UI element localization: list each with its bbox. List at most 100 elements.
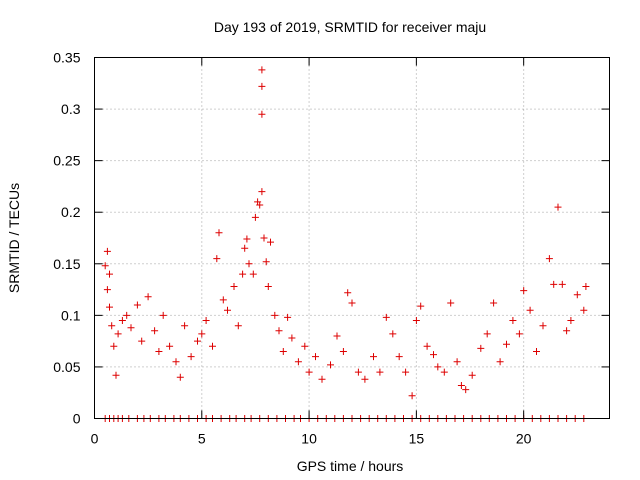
data-point [558, 280, 566, 288]
data-point [339, 348, 347, 355]
data-point [515, 330, 523, 338]
data-point [106, 270, 113, 278]
data-point [417, 302, 425, 310]
data-point [181, 322, 189, 330]
data-point [408, 392, 416, 400]
x-axis-label: GPS time / hours [297, 458, 404, 474]
data-point [202, 317, 210, 324]
data-point [533, 348, 540, 355]
data-point [550, 280, 558, 288]
data-point [354, 368, 362, 376]
x-tick-label: 15 [409, 431, 425, 447]
data-point [382, 313, 390, 321]
data-point [496, 358, 504, 366]
data-point [554, 203, 562, 211]
data-point [155, 348, 163, 355]
data-point [483, 330, 491, 338]
data-point [258, 188, 266, 196]
data-point [453, 358, 461, 366]
data-point [434, 363, 442, 371]
y-tick-label: 0.25 [53, 153, 80, 169]
data-point [567, 317, 575, 324]
data-point [262, 258, 270, 266]
data-point [539, 322, 547, 330]
data-point [224, 306, 231, 314]
data-point [271, 311, 279, 319]
data-point [258, 82, 266, 90]
data-point [440, 368, 448, 376]
data-point [563, 327, 571, 335]
grid [94, 57, 610, 419]
data-point [389, 330, 397, 338]
y-tick-label: 0.05 [53, 359, 80, 375]
data-point [503, 340, 510, 348]
y-axis-label: SRMTID / TECUs [6, 183, 22, 293]
data-point [395, 353, 403, 361]
data-point [423, 342, 431, 350]
data-point [457, 382, 465, 389]
data-point [256, 201, 264, 209]
data-point [370, 353, 377, 361]
data-point [172, 358, 180, 366]
data-point [462, 386, 470, 394]
data-point [118, 317, 126, 324]
data-point [260, 234, 268, 242]
data-point [344, 289, 352, 297]
data-point [166, 342, 174, 350]
data-point [348, 299, 356, 307]
data-point [230, 283, 238, 290]
data-point [430, 351, 437, 359]
data-points [101, 66, 590, 422]
x-tick-label: 0 [91, 431, 99, 447]
data-point [582, 283, 590, 290]
data-point [239, 270, 247, 278]
data-point [361, 375, 369, 383]
data-point [545, 255, 553, 263]
data-point [267, 238, 274, 246]
data-point [258, 66, 266, 74]
data-point [234, 322, 242, 330]
data-point [305, 368, 313, 376]
data-point [376, 368, 384, 376]
data-point [243, 235, 251, 243]
data-point [138, 337, 146, 345]
y-tick-label: 0 [73, 411, 81, 427]
data-point [106, 303, 113, 311]
data-point [333, 332, 341, 340]
data-point [251, 213, 259, 221]
data-point [275, 327, 283, 335]
data-point [215, 229, 223, 237]
data-point [245, 260, 253, 268]
data-point [213, 255, 221, 263]
data-point [509, 317, 517, 324]
data-point [219, 296, 227, 304]
chart-title: Day 193 of 2019, SRMTID for receiver maj… [214, 19, 486, 35]
data-point [187, 353, 195, 361]
x-tick-label: 10 [301, 431, 317, 447]
x-tick-label: 5 [198, 431, 206, 447]
data-point [294, 358, 302, 366]
data-point [312, 353, 319, 361]
data-point [327, 361, 334, 369]
data-point [151, 327, 159, 335]
data-point [573, 291, 581, 299]
data-point [520, 287, 528, 295]
data-point [194, 337, 201, 345]
data-point [580, 306, 588, 314]
x-tick-label: 20 [516, 431, 532, 447]
data-point [264, 283, 272, 290]
data-point [108, 322, 116, 330]
data-point [176, 373, 184, 381]
data-point [123, 311, 131, 319]
y-tick-label: 0.1 [61, 307, 81, 323]
data-point [103, 286, 111, 294]
data-point [101, 262, 109, 270]
data-point [468, 371, 476, 379]
data-point [288, 334, 296, 342]
y-tick-label: 0.2 [61, 204, 81, 220]
data-point [318, 375, 326, 383]
data-point [103, 247, 111, 255]
y-tick-label: 0.35 [53, 50, 80, 66]
data-point [114, 330, 122, 338]
data-point [112, 371, 120, 379]
